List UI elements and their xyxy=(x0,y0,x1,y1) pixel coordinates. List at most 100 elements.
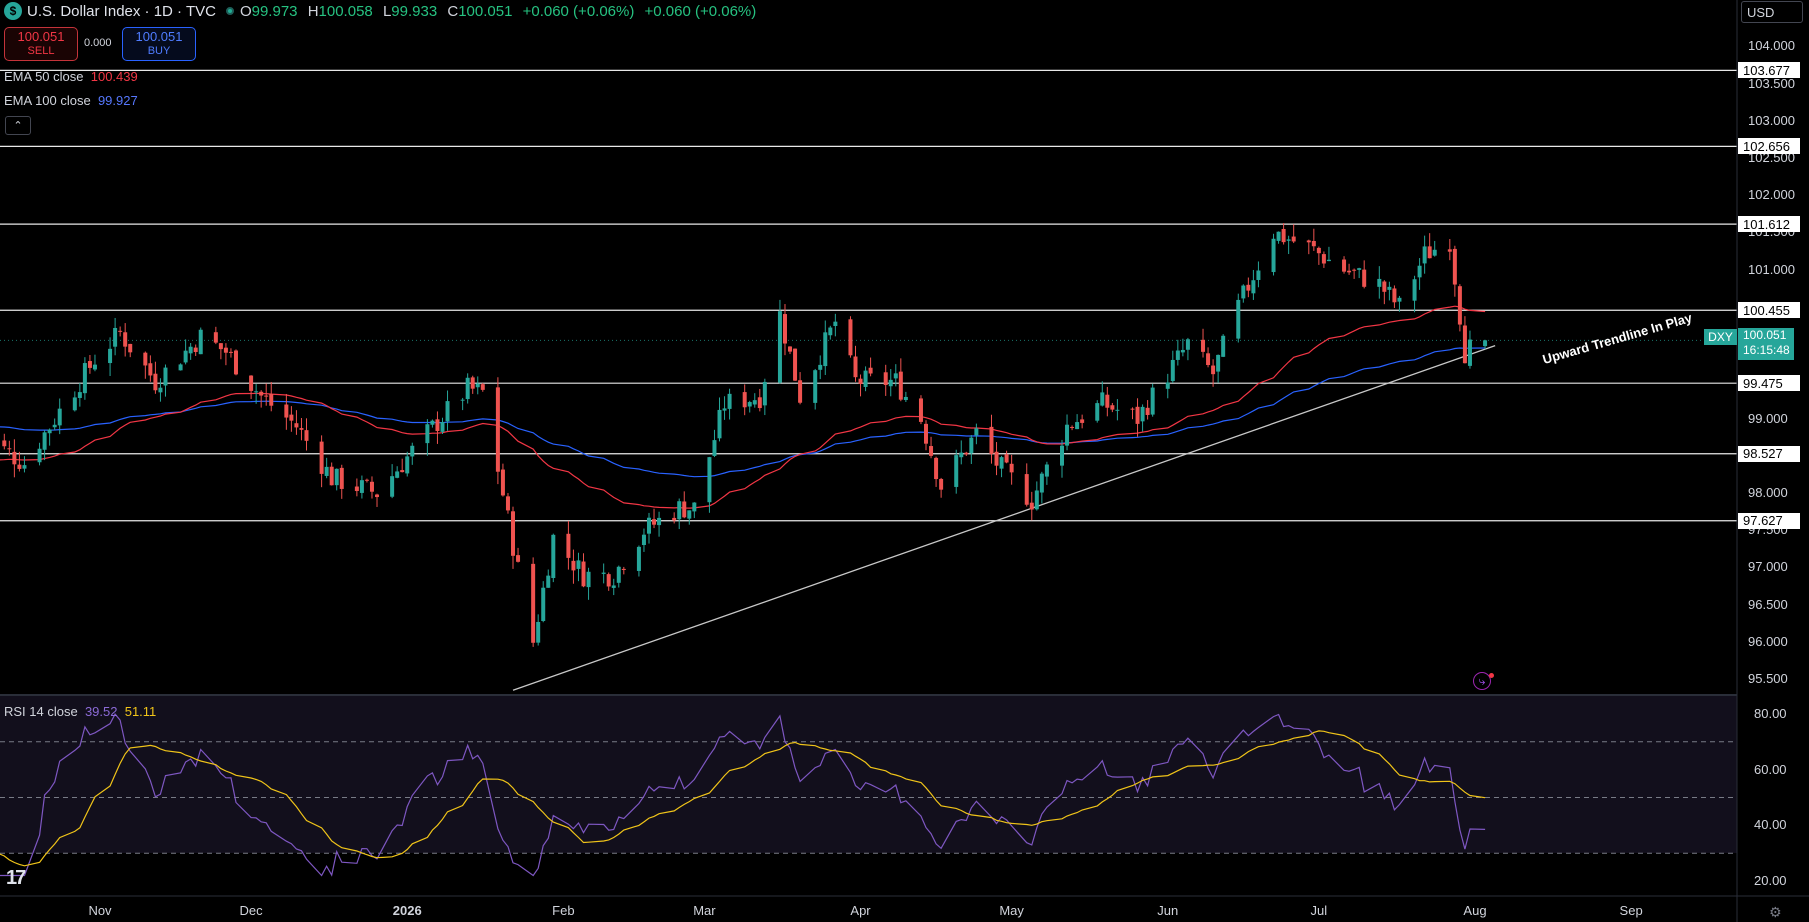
candle-up xyxy=(465,377,470,400)
candle-up xyxy=(601,572,606,574)
candle-down xyxy=(249,375,254,391)
candle-down xyxy=(742,392,747,408)
symbol-tag: DXY xyxy=(1704,329,1737,345)
candle-up xyxy=(541,587,546,622)
candle-down xyxy=(858,378,863,384)
candle-down xyxy=(1321,254,1326,264)
candle-up xyxy=(1397,297,1402,302)
candle-up xyxy=(1326,259,1331,262)
time-tick-label: Feb xyxy=(552,903,575,918)
level-tag: 101.612 xyxy=(1738,216,1800,233)
market-status-icon[interactable] xyxy=(225,7,234,15)
candle-up xyxy=(440,422,445,432)
price-tick-label: 102.000 xyxy=(1748,187,1795,203)
price-tick-label: 97.000 xyxy=(1748,559,1788,575)
candle-down xyxy=(143,352,148,366)
candle-down xyxy=(299,428,304,430)
candle-down xyxy=(1311,240,1316,247)
candle-up xyxy=(1150,387,1155,415)
candle-down xyxy=(798,380,803,403)
candle-up xyxy=(460,399,465,401)
tradingview-logo[interactable]: 17 xyxy=(6,867,26,889)
ema50-legend[interactable]: EMA 50 close 100.439 xyxy=(4,69,138,84)
candle-up xyxy=(712,440,717,456)
candle-up xyxy=(92,364,97,370)
candle-down xyxy=(1080,419,1085,423)
level-tag: 98.527 xyxy=(1738,445,1800,462)
candle-up xyxy=(969,437,974,454)
flash-icon[interactable]: ⤷ xyxy=(1473,672,1491,690)
candle-down xyxy=(354,486,359,492)
level-tag: 100.455 xyxy=(1738,302,1800,319)
candle-down xyxy=(319,441,324,474)
candle-up xyxy=(390,476,395,497)
ema100-legend[interactable]: EMA 100 close 99.927 xyxy=(4,93,138,108)
candle-down xyxy=(964,452,969,455)
buy-button[interactable]: 100.051 BUY xyxy=(122,27,196,61)
candle-down xyxy=(228,351,233,353)
candle-up xyxy=(108,348,113,364)
candle-up xyxy=(163,367,168,386)
candle-up xyxy=(1276,231,1281,241)
candle-up xyxy=(677,501,682,520)
rsi-line xyxy=(0,713,1486,877)
candle-down xyxy=(495,387,500,472)
candle-up xyxy=(641,534,646,546)
candle-up xyxy=(42,432,47,450)
candle-up xyxy=(722,408,727,411)
candle-up xyxy=(1170,359,1175,382)
price-tick-label: 99.000 xyxy=(1748,410,1788,426)
candle-down xyxy=(1447,249,1452,252)
candle-up xyxy=(536,621,541,643)
candle-up xyxy=(1422,246,1427,264)
currency-selector[interactable]: USD xyxy=(1741,1,1803,23)
dollar-icon: $ xyxy=(4,2,22,20)
candle-down xyxy=(213,332,218,343)
candle-down xyxy=(505,496,510,511)
candle-up xyxy=(1034,490,1039,510)
candle-down xyxy=(17,464,22,469)
candle-down xyxy=(223,347,228,353)
candle-up xyxy=(974,428,979,436)
ema50-line xyxy=(0,305,1486,509)
candle-up xyxy=(657,517,662,526)
settings-gear-icon[interactable]: ⚙ xyxy=(1769,904,1782,920)
candle-down xyxy=(1110,405,1115,410)
candle-up xyxy=(747,402,752,407)
rsi-legend[interactable]: RSI 14 close 39.52 51.11 xyxy=(4,704,157,719)
symbol-title[interactable]: U.S. Dollar Index · 1D · TVC xyxy=(27,2,216,20)
candle-up xyxy=(576,560,581,569)
candle-up xyxy=(198,329,203,355)
candle-up xyxy=(72,397,77,411)
candle-up xyxy=(646,517,651,534)
candle-down xyxy=(1024,474,1029,505)
level-tag: 97.627 xyxy=(1738,512,1800,529)
candle-down xyxy=(868,367,873,374)
chevron-up-icon[interactable]: ⌃ xyxy=(5,116,31,135)
candle-down xyxy=(924,423,929,444)
candle-down xyxy=(264,395,269,397)
sell-button[interactable]: 100.051 SELL xyxy=(4,27,78,61)
time-tick-label: Jul xyxy=(1310,903,1328,918)
candle-down xyxy=(994,451,999,466)
candle-up xyxy=(752,400,757,405)
candle-up xyxy=(405,456,410,474)
price-tick-label: 96.000 xyxy=(1748,633,1788,649)
candle-up xyxy=(551,534,556,579)
candle-down xyxy=(1452,248,1457,285)
candle-down xyxy=(788,346,793,352)
candle-down xyxy=(989,426,994,454)
symbol-header: $ U.S. Dollar Index · 1D · TVC O99.973 H… xyxy=(0,0,762,22)
rsi-ma-line xyxy=(0,730,1486,867)
candle-up xyxy=(254,391,259,393)
candle-down xyxy=(1382,281,1387,292)
rsi-tick-label: 60.00 xyxy=(1754,761,1787,777)
candle-down xyxy=(289,414,294,421)
candle-down xyxy=(531,563,536,643)
candle-down xyxy=(1211,365,1216,375)
candle-up xyxy=(586,571,591,588)
candle-up xyxy=(823,332,828,367)
candle-down xyxy=(480,384,485,390)
time-tick-label: Apr xyxy=(850,903,871,918)
